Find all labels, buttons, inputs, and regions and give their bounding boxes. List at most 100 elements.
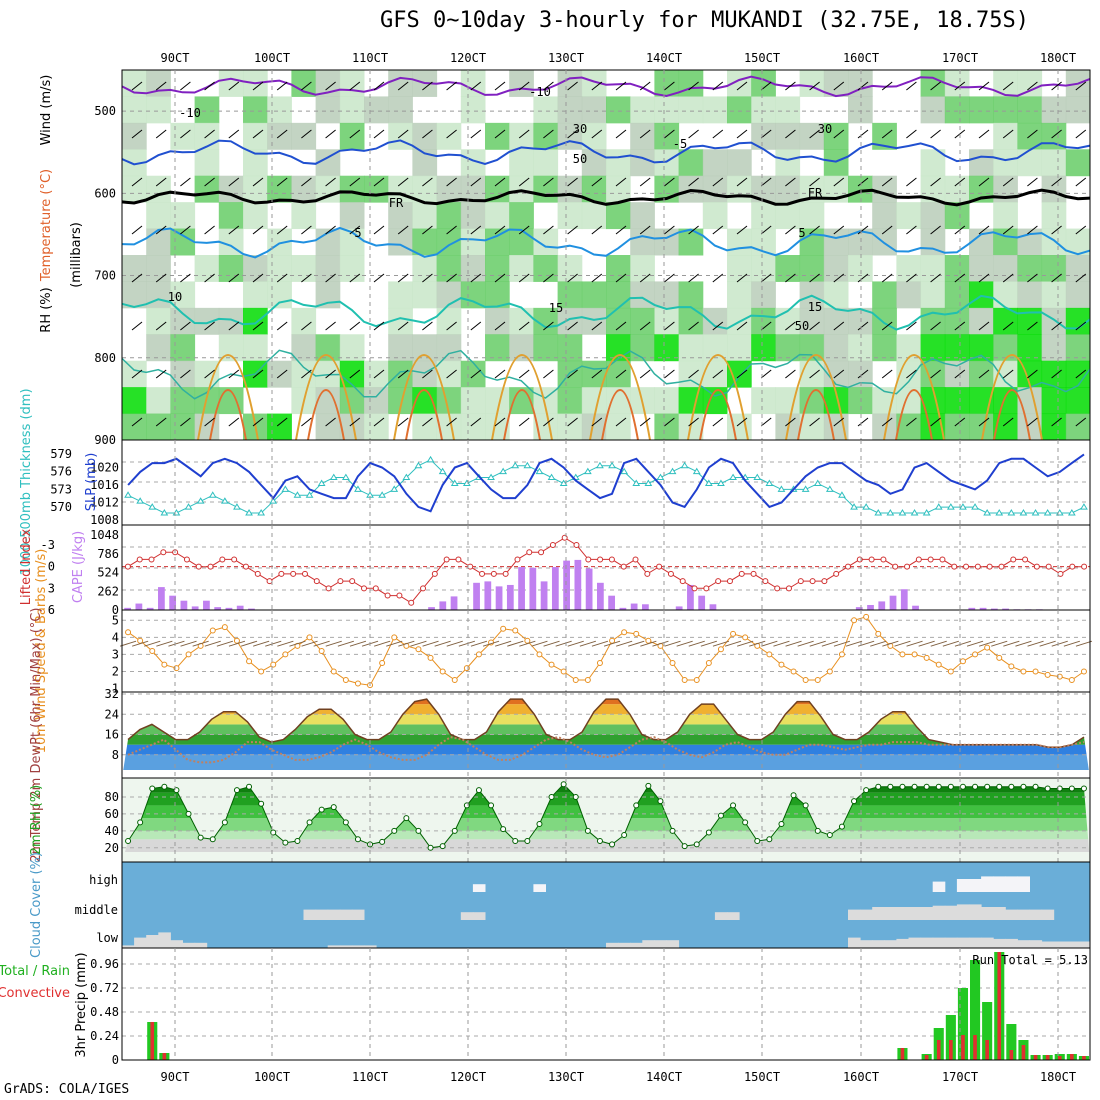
thickness-marker: [487, 473, 495, 481]
thickness-marker: [862, 503, 871, 510]
rh-cell: [388, 228, 413, 256]
y-tick-temp: 24: [105, 707, 119, 721]
lifted-marker: [597, 556, 604, 563]
lifted-marker: [549, 542, 556, 548]
wind-speed-marker: [536, 651, 543, 658]
rh-marker: [887, 783, 894, 790]
cape-bar: [248, 608, 255, 610]
upper-wind-barb: [857, 225, 869, 235]
rh-cell: [727, 96, 752, 124]
rh-cell: [775, 175, 801, 203]
rh-cell: [364, 96, 389, 124]
rh-cell: [146, 202, 171, 230]
y-tick-precip: 0.96: [90, 957, 119, 971]
cloud-bar: [872, 907, 885, 920]
rh-cell: [581, 149, 607, 177]
rh-marker: [851, 798, 858, 805]
upper-wind-barb: [833, 81, 845, 91]
rh-band: [122, 839, 1090, 852]
rh-cell: [702, 96, 728, 124]
y-tick-slp: 1016: [90, 478, 119, 492]
cape-bar: [506, 584, 514, 610]
upper-wind-barb: [301, 177, 312, 187]
surface-wind-barb: [640, 640, 657, 647]
lifted-marker: [514, 556, 521, 563]
surface-wind-barb: [845, 640, 863, 647]
rh-cell: [122, 360, 147, 388]
rh-marker: [609, 841, 616, 848]
cloud-bar: [170, 940, 183, 948]
credit-label: GrADS: COLA/IGES: [4, 1082, 130, 1097]
upper-wind-barb: [688, 225, 699, 235]
upper-wind-barb: [785, 225, 796, 235]
surface-wind-barb: [688, 640, 705, 647]
upper-wind-barb: [349, 273, 361, 283]
warm-contour: [209, 389, 247, 441]
upper-wind-barb: [349, 321, 361, 331]
rh-cell: [993, 202, 1018, 230]
contour-label: 15: [549, 301, 563, 315]
upper-wind-barb: [1002, 129, 1014, 139]
upper-wind-barb: [204, 273, 215, 283]
wind-speed-marker: [149, 648, 156, 654]
surface-wind-barb: [749, 640, 766, 647]
rh-cell: [896, 281, 922, 309]
rh-cell: [315, 255, 341, 282]
rh-marker: [185, 810, 192, 817]
rh-cell: [267, 281, 292, 309]
upper-wind-barb: [228, 225, 240, 235]
rh-cell: [702, 360, 728, 388]
precip-total-bar: [1006, 1024, 1017, 1060]
rh-cell: [969, 360, 994, 388]
y-axis-label-cape: CAPE (J/kg): [71, 531, 86, 603]
upper-wind-barb: [688, 177, 699, 187]
upper-wind-barb: [301, 129, 312, 139]
upper-wind-barb: [1027, 225, 1038, 235]
thickness-marker: [959, 503, 967, 510]
rh-cell: [485, 334, 510, 362]
cloud-bar: [956, 904, 970, 920]
upper-wind-barb: [930, 129, 941, 139]
rh-cell: [509, 255, 534, 282]
upper-wind-barb: [204, 417, 215, 427]
cape-bar: [698, 595, 706, 610]
upper-wind-barb: [930, 321, 941, 331]
upper-wind-barb: [422, 225, 433, 235]
cape-bar: [191, 606, 199, 610]
surface-wind-barb: [422, 640, 439, 647]
rh-cell: [872, 307, 897, 335]
precip-conv-bar: [1009, 1050, 1014, 1060]
upper-wind-barb: [736, 417, 748, 427]
upper-wind-barb: [591, 225, 603, 235]
wind-speed-marker: [730, 630, 737, 637]
y-tick-slp: 1020: [90, 461, 119, 475]
rh-cell: [339, 334, 365, 362]
precip-conv-bar: [949, 1040, 953, 1060]
cape-bar: [878, 601, 886, 610]
rh-cell: [702, 149, 728, 177]
rh-cell: [993, 255, 1018, 282]
upper-wind-barb: [470, 417, 482, 427]
thickness-marker: [196, 497, 205, 504]
upper-wind-barb: [470, 81, 482, 91]
upper-wind-barb: [736, 321, 748, 331]
rh-cell: [823, 255, 849, 282]
y-axis-label-temp: 2m Temp 2m DewPt (6hr Min/Max) (°C): [29, 608, 44, 863]
upper-wind-barb: [857, 273, 869, 283]
lifted-marker: [443, 556, 450, 563]
rh-cell: [630, 202, 655, 230]
upper-wind-barb: [615, 177, 627, 187]
wind-speed-marker: [717, 646, 724, 653]
upper-wind-barb: [543, 129, 554, 139]
wind-speed-marker: [596, 659, 603, 666]
rh-cell: [799, 307, 825, 335]
upper-wind-barb: [688, 321, 699, 331]
upper-wind-barb: [712, 369, 724, 379]
cloud-bar: [1029, 940, 1043, 948]
upper-wind-barb: [833, 225, 845, 235]
temperature-contour: [121, 349, 1091, 400]
lifted-marker: [301, 570, 308, 577]
cape-bar: [214, 607, 222, 610]
upper-wind-barb: [760, 177, 772, 187]
rh-marker: [1008, 783, 1015, 790]
